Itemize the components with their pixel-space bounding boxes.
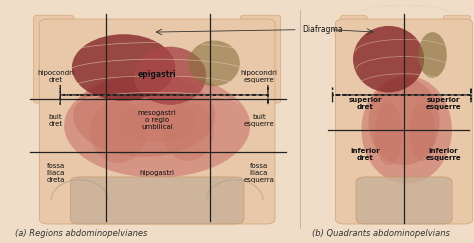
Text: inferior
dret: inferior dret <box>350 148 380 161</box>
Ellipse shape <box>418 32 447 78</box>
FancyBboxPatch shape <box>39 19 275 224</box>
FancyBboxPatch shape <box>71 177 244 224</box>
Ellipse shape <box>188 41 240 86</box>
Ellipse shape <box>369 78 439 165</box>
Bar <box>235 38 266 163</box>
FancyBboxPatch shape <box>336 19 473 224</box>
Ellipse shape <box>90 101 147 163</box>
Ellipse shape <box>134 47 206 105</box>
Ellipse shape <box>64 74 250 178</box>
Ellipse shape <box>362 76 452 184</box>
Ellipse shape <box>374 103 403 165</box>
Text: epigastri: epigastri <box>138 70 176 79</box>
FancyBboxPatch shape <box>240 15 281 103</box>
Text: mesogastri
o regio
umbilical: mesogastri o regio umbilical <box>138 110 176 130</box>
FancyBboxPatch shape <box>340 15 367 113</box>
Text: superior
esquerre: superior esquerre <box>426 97 461 110</box>
Bar <box>49 38 80 163</box>
Text: (b) Quadrants abdominopelvians: (b) Quadrants abdominopelvians <box>312 229 450 238</box>
FancyBboxPatch shape <box>34 15 74 103</box>
Text: superior
dret: superior dret <box>348 97 382 110</box>
Text: hipocondri
esquerre: hipocondri esquerre <box>240 70 277 83</box>
Text: (a) Regions abdominopelvianes: (a) Regions abdominopelvianes <box>15 229 147 238</box>
Ellipse shape <box>118 101 196 142</box>
Text: hipocondri
dret: hipocondri dret <box>37 70 74 83</box>
Text: fossa
iliaca
dreta: fossa iliaca dreta <box>46 164 65 183</box>
Ellipse shape <box>72 34 175 101</box>
Ellipse shape <box>162 103 214 161</box>
Text: fossa
iliaca
esquerra: fossa iliaca esquerra <box>243 164 274 183</box>
Text: Diafragma: Diafragma <box>302 25 343 34</box>
FancyBboxPatch shape <box>356 177 452 224</box>
Ellipse shape <box>409 103 435 161</box>
Text: inferior
esquerre: inferior esquerre <box>426 148 461 161</box>
Text: hipogastri: hipogastri <box>140 170 174 176</box>
Text: buit
dret: buit dret <box>48 114 63 127</box>
Ellipse shape <box>353 26 424 92</box>
FancyBboxPatch shape <box>443 15 471 113</box>
Text: buit
esquerre: buit esquerre <box>243 114 274 127</box>
Ellipse shape <box>73 74 215 157</box>
